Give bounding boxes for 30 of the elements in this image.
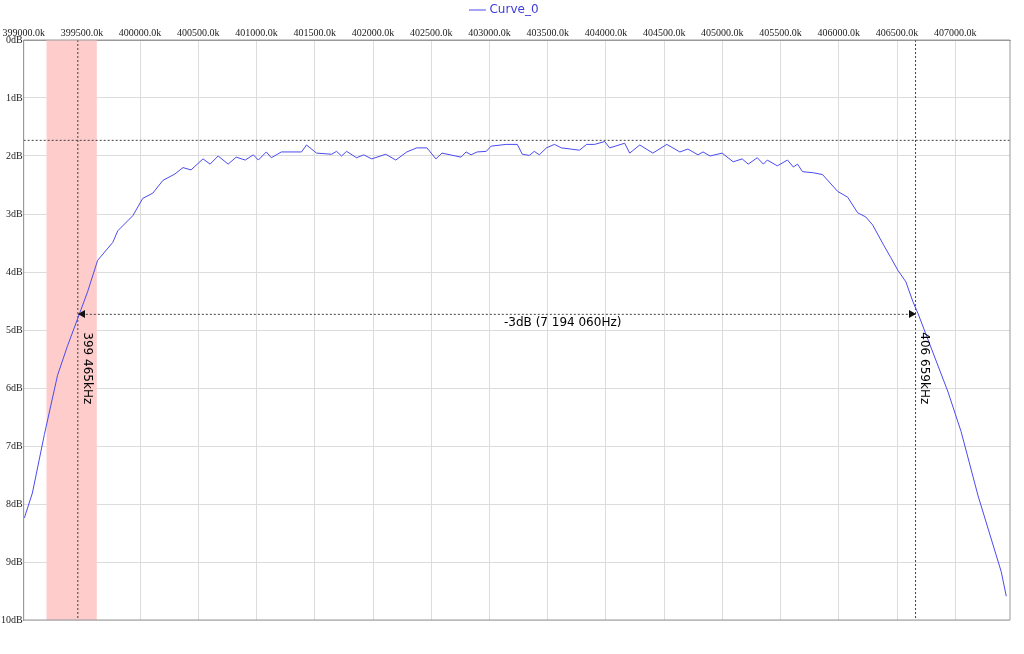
x-tick-label: 402000.0k (351, 26, 395, 38)
y-tick-label: 2dB (6, 149, 23, 161)
x-tick-label: 401500.0k (293, 26, 337, 38)
x-tick-label: 400000.0k (118, 26, 162, 38)
x-tick-label: 400500.0k (177, 26, 220, 38)
x-tick-label: 401000.0k (235, 26, 278, 38)
y-tick-label: 7dB (6, 439, 23, 451)
y-tick-label: 4dB (6, 265, 23, 277)
y-tick-label: 1dB (6, 91, 23, 103)
ref-line-label: 406 659kHz (918, 332, 933, 405)
x-tick-label: 406000.0k (817, 26, 861, 38)
text: Curve_0 (489, 2, 539, 17)
x-tick-label: 403500.0k (526, 26, 569, 38)
x-tick-label: 404000.0k (584, 26, 628, 38)
y-tick-label: 9dB (6, 555, 23, 567)
x-tick-label: 402500.0k (409, 26, 453, 38)
x-tick-label: 404500.0k (642, 26, 686, 38)
y-tick-label: 3dB (6, 207, 23, 219)
x-tick-label: 407000.0k (934, 26, 977, 38)
ref-line-label: -3dB (7 194 060Hz) (503, 315, 622, 330)
x-tick-label: 405500.0k (759, 26, 802, 38)
y-tick-label: 5dB (6, 323, 23, 335)
ref-line-label: 399 465kHz (80, 332, 95, 405)
x-tick-label: 403000.0k (468, 26, 511, 38)
x-tick-label: 399500.0k (60, 26, 104, 38)
x-tick-label: 405000.0k (701, 26, 744, 38)
y-tick-label: 8dB (6, 497, 23, 509)
y-tick-label: 10dB (1, 613, 23, 625)
y-tick-label: 6dB (6, 381, 23, 393)
x-tick-label: 406500.0k (875, 26, 919, 38)
